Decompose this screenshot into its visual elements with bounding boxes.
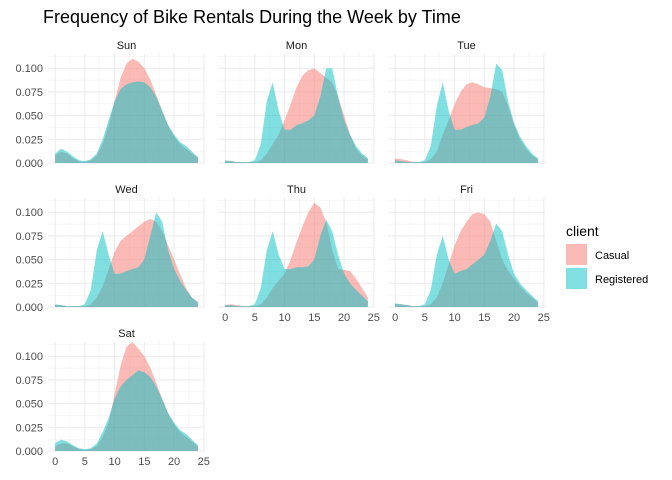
x-tick-label: 5 — [252, 312, 258, 324]
y-tick-label: 0.000 — [15, 302, 43, 314]
density-area-registered — [55, 212, 198, 307]
x-tick-label: 10 — [448, 312, 460, 324]
legend-title: client — [566, 223, 599, 239]
facet-strip-label: Tue — [457, 40, 476, 52]
y-tick-label: 0.075 — [15, 231, 43, 243]
y-tick-label: 0.100 — [15, 63, 43, 75]
facet-strip-label: Fri — [460, 184, 473, 196]
x-tick-label: 15 — [478, 312, 490, 324]
legend-key-registered — [566, 268, 587, 289]
facet-panel-tue: Tue — [388, 40, 545, 164]
density-area-registered — [55, 370, 198, 451]
x-tick-label: 0 — [52, 456, 58, 468]
y-tick-label: 0.075 — [15, 375, 43, 387]
facet-panel-wed: Wed 0.000 0.025 0.050 0.075 0.100 — [15, 184, 205, 314]
x-tick-label: 20 — [508, 312, 520, 324]
density-area-registered — [55, 81, 198, 163]
density-area-registered — [225, 219, 368, 307]
x-tick-label: 10 — [108, 456, 120, 468]
y-tick-label: 0.000 — [15, 446, 43, 458]
chart-title: Frequency of Bike Rentals During the Wee… — [43, 7, 461, 27]
x-tick-label: 5 — [422, 312, 428, 324]
x-tick-label: 5 — [82, 456, 88, 468]
y-tick-label: 0.025 — [15, 134, 43, 146]
facet-panel-sat: Sat 0.000 0.025 0.050 0.075 0.100 0 5 10 15 20 25 — [15, 328, 209, 468]
x-tick-label: 25 — [538, 312, 550, 324]
y-tick-label: 0.000 — [15, 158, 43, 170]
x-tick-label: 0 — [222, 312, 228, 324]
x-tick-label: 25 — [198, 456, 210, 468]
x-tick-label: 15 — [308, 312, 320, 324]
y-tick-label: 0.100 — [15, 207, 43, 219]
y-tick-label: 0.025 — [15, 422, 43, 434]
facet-strip-label: Sat — [118, 328, 135, 340]
density-area-registered — [395, 223, 538, 307]
density-area-registered — [225, 68, 368, 163]
legend: client Casual Registered — [566, 223, 648, 289]
x-tick-label: 15 — [138, 456, 150, 468]
facet-panel-thu: Thu 0 5 10 15 20 25 — [218, 184, 380, 324]
legend-label-casual: Casual — [595, 250, 629, 262]
facet-strip-label: Thu — [287, 184, 306, 196]
density-area-registered — [395, 63, 538, 163]
x-tick-label: 25 — [368, 312, 380, 324]
y-tick-label: 0.050 — [15, 399, 43, 411]
facet-panel-sun: Sun 0.000 0.025 0.050 0.075 0.100 — [15, 40, 205, 170]
facet-panel-fri: Fri 0 5 10 15 20 25 — [388, 184, 550, 324]
legend-key-casual — [566, 244, 587, 265]
y-tick-label: 0.025 — [15, 278, 43, 290]
x-tick-label: 20 — [338, 312, 350, 324]
y-tick-label: 0.075 — [15, 87, 43, 99]
facet-strip-label: Mon — [286, 40, 307, 52]
x-tick-label: 0 — [392, 312, 398, 324]
y-tick-label: 0.050 — [15, 255, 43, 267]
facet-panel-mon: Mon — [218, 40, 375, 164]
facet-strip-label: Wed — [115, 184, 137, 196]
facet-panels: Sun 0.000 0.025 0.050 0.075 0.100 Mon Tue Wed 0.0… — [15, 40, 549, 468]
legend-label-registered: Registered — [595, 274, 648, 286]
y-tick-label: 0.050 — [15, 111, 43, 123]
facet-strip-label: Sun — [117, 40, 137, 52]
x-tick-label: 20 — [168, 456, 180, 468]
y-tick-label: 0.100 — [15, 351, 43, 363]
x-tick-label: 10 — [278, 312, 290, 324]
